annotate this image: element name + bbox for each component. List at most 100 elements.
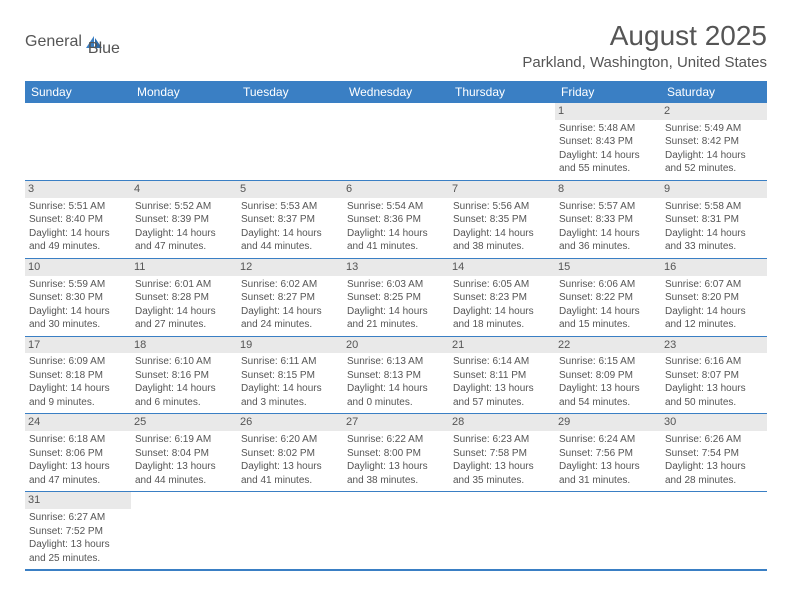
daylight-text: Daylight: 14 hours	[453, 305, 551, 319]
sunrise-text: Sunrise: 6:09 AM	[29, 355, 127, 369]
sunset-text: Sunset: 8:20 PM	[665, 291, 763, 305]
daylight-text: and 21 minutes.	[347, 318, 445, 332]
sunrise-text: Sunrise: 5:57 AM	[559, 200, 657, 214]
sunrise-text: Sunrise: 5:48 AM	[559, 122, 657, 136]
day-cell: 24Sunrise: 6:18 AMSunset: 8:06 PMDayligh…	[25, 414, 131, 491]
sunset-text: Sunset: 8:27 PM	[241, 291, 339, 305]
sunset-text: Sunset: 8:09 PM	[559, 369, 657, 383]
day-cell-empty	[343, 103, 449, 180]
daylight-text: and 12 minutes.	[665, 318, 763, 332]
day-number: 11	[131, 259, 237, 276]
daylight-text: Daylight: 13 hours	[241, 460, 339, 474]
sunset-text: Sunset: 8:13 PM	[347, 369, 445, 383]
daylight-text: and 3 minutes.	[241, 396, 339, 410]
day-number: 2	[661, 103, 767, 120]
day-number: 4	[131, 181, 237, 198]
day-cell: 20Sunrise: 6:13 AMSunset: 8:13 PMDayligh…	[343, 337, 449, 414]
daylight-text: and 41 minutes.	[347, 240, 445, 254]
sunset-text: Sunset: 8:36 PM	[347, 213, 445, 227]
sunrise-text: Sunrise: 5:51 AM	[29, 200, 127, 214]
day-cell: 17Sunrise: 6:09 AMSunset: 8:18 PMDayligh…	[25, 337, 131, 414]
day-cell: 14Sunrise: 6:05 AMSunset: 8:23 PMDayligh…	[449, 259, 555, 336]
day-number: 13	[343, 259, 449, 276]
sunrise-text: Sunrise: 6:24 AM	[559, 433, 657, 447]
sunrise-text: Sunrise: 6:11 AM	[241, 355, 339, 369]
sunset-text: Sunset: 8:28 PM	[135, 291, 233, 305]
daylight-text: Daylight: 13 hours	[665, 460, 763, 474]
week-row: 10Sunrise: 5:59 AMSunset: 8:30 PMDayligh…	[25, 259, 767, 337]
daylight-text: Daylight: 13 hours	[29, 538, 127, 552]
day-cell: 23Sunrise: 6:16 AMSunset: 8:07 PMDayligh…	[661, 337, 767, 414]
sunset-text: Sunset: 8:02 PM	[241, 447, 339, 461]
daylight-text: Daylight: 14 hours	[29, 227, 127, 241]
sunrise-text: Sunrise: 6:26 AM	[665, 433, 763, 447]
day-number: 27	[343, 414, 449, 431]
day-cell-empty	[449, 492, 555, 569]
daylight-text: and 50 minutes.	[665, 396, 763, 410]
daylight-text: Daylight: 14 hours	[29, 305, 127, 319]
day-cell-empty	[555, 492, 661, 569]
daylight-text: and 0 minutes.	[347, 396, 445, 410]
daylight-text: and 41 minutes.	[241, 474, 339, 488]
day-cell-empty	[661, 492, 767, 569]
day-cell-empty	[25, 103, 131, 180]
day-cell: 9Sunrise: 5:58 AMSunset: 8:31 PMDaylight…	[661, 181, 767, 258]
daylight-text: Daylight: 14 hours	[559, 227, 657, 241]
day-cell-empty	[343, 492, 449, 569]
daylight-text: Daylight: 13 hours	[559, 382, 657, 396]
sunset-text: Sunset: 7:52 PM	[29, 525, 127, 539]
sunset-text: Sunset: 8:06 PM	[29, 447, 127, 461]
sunset-text: Sunset: 8:07 PM	[665, 369, 763, 383]
weeks-container: 1 Sunrise: 5:48 AMSunset: 8:43 PM Daylight…	[25, 103, 767, 569]
sunrise-text: Sunrise: 5:49 AM	[665, 122, 763, 136]
weekday-header-row: SundayMondayTuesdayWednesdayThursdayFrid…	[25, 81, 767, 103]
day-number: 29	[555, 414, 661, 431]
week-row: 1Sunrise: 5:48 AMSunset: 8:43 PMDaylight…	[25, 103, 767, 181]
daylight-text: Daylight: 14 hours	[559, 305, 657, 319]
day-cell: 11Sunrise: 6:01 AMSunset: 8:28 PMDayligh…	[131, 259, 237, 336]
day-number: 26	[237, 414, 343, 431]
daylight-text: and 52 minutes.	[665, 162, 763, 176]
daylight-text: Daylight: 14 hours	[665, 227, 763, 241]
daylight-text: and 25 minutes.	[29, 552, 127, 566]
daylight-text: Daylight: 13 hours	[665, 382, 763, 396]
sunset-text: Sunset: 8:00 PM	[347, 447, 445, 461]
day-cell: 1Sunrise: 5:48 AMSunset: 8:43 PMDaylight…	[555, 103, 661, 180]
day-cell: 27Sunrise: 6:22 AMSunset: 8:00 PMDayligh…	[343, 414, 449, 491]
day-number: 30	[661, 414, 767, 431]
day-number: 1	[555, 103, 661, 120]
sunrise-text: Sunrise: 5:53 AM	[241, 200, 339, 214]
daylight-text: Daylight: 13 hours	[453, 382, 551, 396]
sunset-text: Sunset: 7:58 PM	[453, 447, 551, 461]
sunset-text: Sunset: 8:43 PM	[559, 135, 657, 149]
calendar-grid: SundayMondayTuesdayWednesdayThursdayFrid…	[25, 81, 767, 571]
sunset-text: Sunset: 8:18 PM	[29, 369, 127, 383]
day-number: 8	[555, 181, 661, 198]
daylight-text: and 18 minutes.	[453, 318, 551, 332]
sunrise-text: Sunrise: 5:59 AM	[29, 278, 127, 292]
sunset-text: Sunset: 8:15 PM	[241, 369, 339, 383]
day-cell: 21Sunrise: 6:14 AMSunset: 8:11 PMDayligh…	[449, 337, 555, 414]
weekday-header: Wednesday	[343, 81, 449, 103]
weekday-header: Monday	[131, 81, 237, 103]
day-cell: 22Sunrise: 6:15 AMSunset: 8:09 PMDayligh…	[555, 337, 661, 414]
weekday-header: Friday	[555, 81, 661, 103]
day-cell-empty	[131, 492, 237, 569]
sunrise-text: Sunrise: 5:52 AM	[135, 200, 233, 214]
day-cell: 31Sunrise: 6:27 AMSunset: 7:52 PMDayligh…	[25, 492, 131, 569]
day-number: 20	[343, 337, 449, 354]
daylight-text: Daylight: 14 hours	[29, 382, 127, 396]
logo-text-general: General	[25, 33, 82, 51]
weekday-header: Saturday	[661, 81, 767, 103]
daylight-text: and 6 minutes.	[135, 396, 233, 410]
daylight-text: Daylight: 14 hours	[241, 227, 339, 241]
sunrise-text: Sunrise: 6:15 AM	[559, 355, 657, 369]
weekday-header: Sunday	[25, 81, 131, 103]
day-cell: 18Sunrise: 6:10 AMSunset: 8:16 PMDayligh…	[131, 337, 237, 414]
logo-text-blue: Blue	[88, 40, 120, 58]
sunset-text: Sunset: 7:56 PM	[559, 447, 657, 461]
sunset-text: Sunset: 8:33 PM	[559, 213, 657, 227]
sunset-text: Sunset: 8:40 PM	[29, 213, 127, 227]
sunset-text: Sunset: 8:22 PM	[559, 291, 657, 305]
daylight-text: and 47 minutes.	[135, 240, 233, 254]
